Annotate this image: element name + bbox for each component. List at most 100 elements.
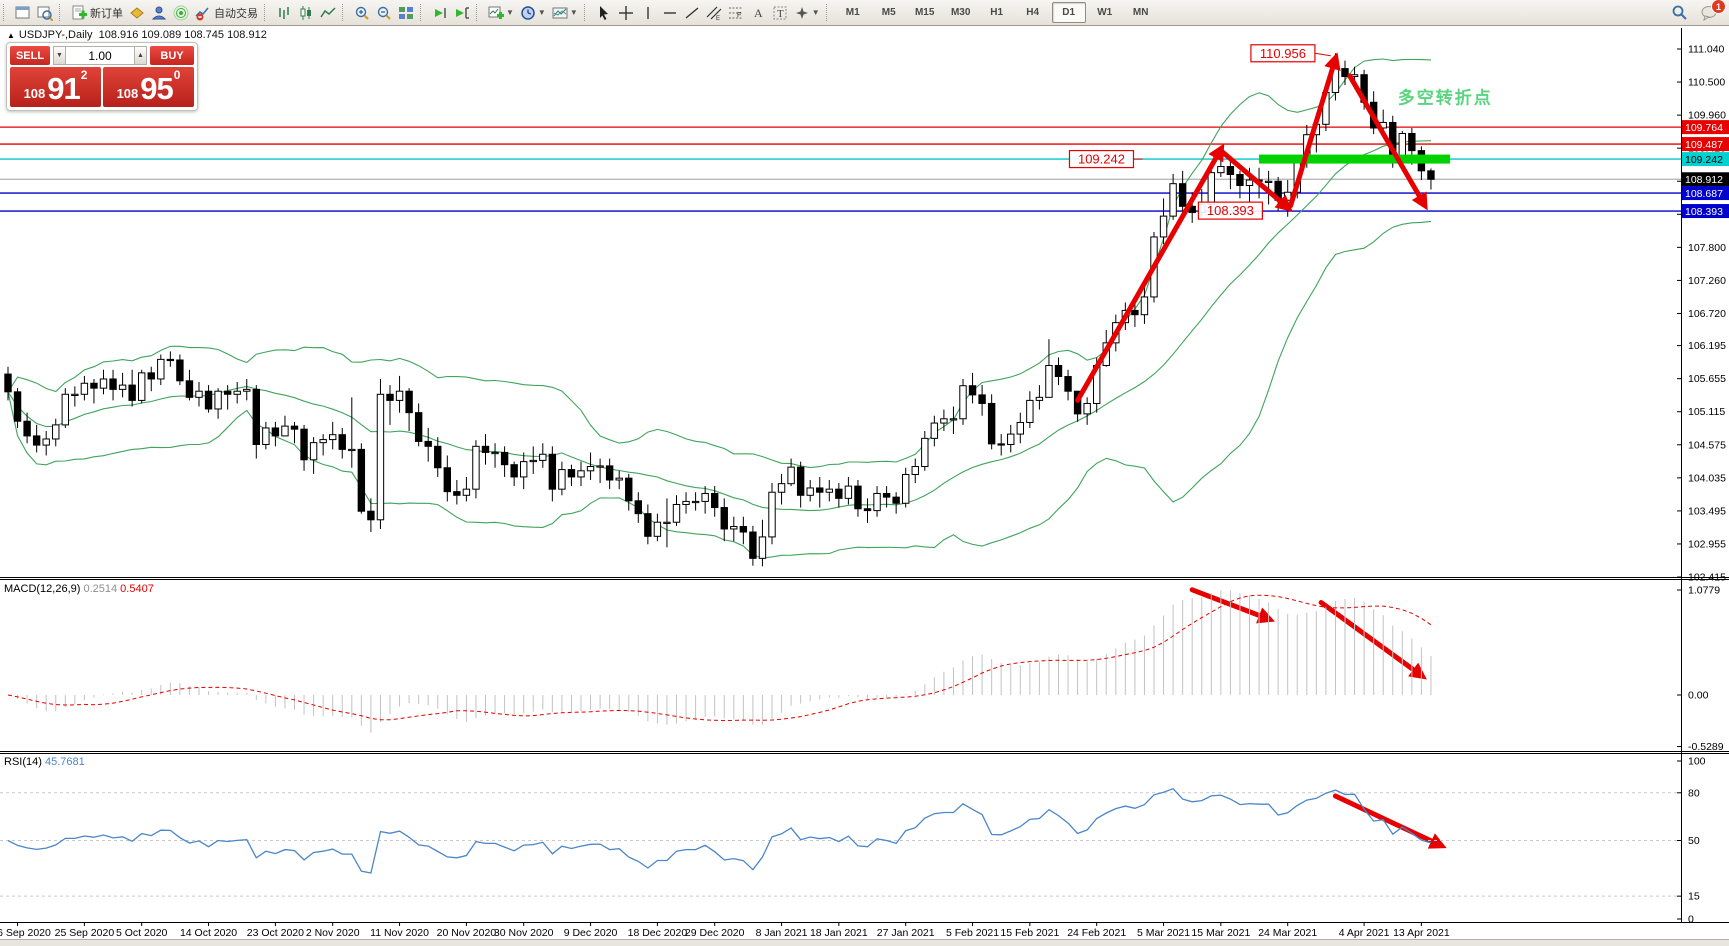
tab-timeframe-MN[interactable]: MN xyxy=(1132,7,1149,18)
chart-ohlc-values: 108.916 109.089 108.745 108.912 xyxy=(98,29,267,41)
tab-timeframe-M15[interactable]: M15 xyxy=(914,7,935,18)
vertical-line-tool-icon[interactable] xyxy=(637,2,659,23)
sell-button[interactable]: SELL xyxy=(10,46,50,65)
tab-timeframe-W1[interactable]: W1 xyxy=(1097,7,1113,18)
toolbar-grip xyxy=(264,4,268,21)
date-tick-label: 15 Feb 2021 xyxy=(1000,927,1059,939)
metaeditor-icon[interactable] xyxy=(126,2,148,23)
text-tool-icon[interactable]: A xyxy=(747,2,769,23)
periods-dropdown[interactable]: ▼ xyxy=(517,2,549,23)
date-tick-label: 15 Mar 2021 xyxy=(1191,927,1250,939)
horizontal-line-tool-icon[interactable] xyxy=(659,2,681,23)
search-icon[interactable] xyxy=(1668,2,1691,23)
ask-price-box[interactable]: 108 95 0 xyxy=(103,67,194,107)
svg-text:102.415: 102.415 xyxy=(1688,572,1726,584)
svg-text:109.242: 109.242 xyxy=(1078,152,1125,167)
toolbar-grip xyxy=(3,4,7,21)
line-chart-icon[interactable] xyxy=(317,2,339,23)
date-tick-label: 5 Oct 2020 xyxy=(116,927,168,939)
one-click-trading-panel: SELL ▼ 1.00 ▲ BUY 108 91 2 108 95 0 xyxy=(6,42,198,111)
chevron-down-icon: ▼ xyxy=(506,8,514,17)
date-tick-label: 11 Nov 2020 xyxy=(370,927,429,939)
svg-text:103.495: 103.495 xyxy=(1688,505,1726,517)
tile-windows-icon[interactable] xyxy=(395,2,417,23)
trendline-tool-icon[interactable] xyxy=(681,2,703,23)
svg-text:80: 80 xyxy=(1688,787,1700,799)
new-chart-dropdown[interactable]: ▼ xyxy=(485,2,517,23)
svg-text:109.960: 109.960 xyxy=(1688,110,1726,122)
chevron-down-icon: ▼ xyxy=(537,8,546,17)
chart-window-icon[interactable] xyxy=(12,2,34,23)
bid-price-box[interactable]: 108 91 2 xyxy=(10,67,101,107)
date-tick-label: 29 Dec 2020 xyxy=(685,927,745,939)
date-tick-label: 30 Nov 2020 xyxy=(494,927,554,939)
shapes-dropdown[interactable]: ▼ xyxy=(791,2,823,23)
tab-timeframe-M1[interactable]: M1 xyxy=(845,7,860,18)
autotrading-button[interactable]: 自动交易 xyxy=(192,2,261,23)
data-window-icon[interactable] xyxy=(34,2,56,23)
status-bar xyxy=(0,939,1729,946)
svg-text:F: F xyxy=(737,12,741,19)
buy-button[interactable]: BUY xyxy=(150,46,194,65)
chart-symbol-label: USDJPY-,Daily xyxy=(18,29,93,41)
candlestick-chart-icon[interactable] xyxy=(295,2,317,23)
toolbar-grip xyxy=(825,4,830,21)
svg-text:109.487: 109.487 xyxy=(1685,139,1723,151)
date-tick-label: 18 Dec 2020 xyxy=(628,927,688,939)
chart-title: ▲ USDJPY-,Daily 108.916 109.089 108.745 1… xyxy=(7,29,267,41)
order-row: SELL ▼ 1.00 ▲ BUY xyxy=(10,46,194,65)
svg-text:107.260: 107.260 xyxy=(1688,275,1726,287)
signals-icon[interactable] xyxy=(170,2,192,23)
tab-timeframe-D1[interactable]: D1 xyxy=(1051,2,1086,23)
svg-text:106.195: 106.195 xyxy=(1688,340,1726,352)
chevron-down-icon: ▼ xyxy=(569,8,578,17)
toolbar: 新订单 自动交易 xyxy=(0,0,1729,26)
templates-dropdown[interactable]: ▼ xyxy=(549,2,581,23)
date-tick-label: 18 Jan 2021 xyxy=(810,927,868,939)
new-order-label: 新订单 xyxy=(90,7,123,20)
zoom-out-icon[interactable] xyxy=(373,2,395,23)
svg-text:107.800: 107.800 xyxy=(1688,242,1726,254)
community-icon[interactable] xyxy=(148,2,170,23)
new-order-button[interactable]: 新订单 xyxy=(68,2,126,23)
text-label-tool-icon[interactable]: T xyxy=(769,2,791,23)
auto-scroll-icon[interactable] xyxy=(429,2,451,23)
svg-text:108.393: 108.393 xyxy=(1685,206,1723,218)
svg-text:T: T xyxy=(777,8,784,20)
cursor-tool-icon[interactable] xyxy=(593,2,615,23)
date-tick-label: 2 Nov 2020 xyxy=(306,927,360,939)
svg-text:102.955: 102.955 xyxy=(1688,538,1726,550)
date-tick-label: 13 Apr 2021 xyxy=(1393,927,1450,939)
channel-tool-icon[interactable]: E xyxy=(703,2,725,23)
toolbar-grip xyxy=(59,4,63,21)
chart-shift-icon[interactable] xyxy=(451,2,473,23)
bid-main: 91 xyxy=(47,71,80,106)
svg-text:104.035: 104.035 xyxy=(1688,472,1726,484)
svg-text:106.720: 106.720 xyxy=(1688,308,1726,320)
bar-chart-icon[interactable] xyxy=(273,2,295,23)
volume-input[interactable]: 1.00 xyxy=(66,46,134,65)
annotation-note: 多空转折点 xyxy=(1398,87,1493,107)
date-tick-label: 5 Mar 2021 xyxy=(1137,927,1190,939)
svg-text:109.764: 109.764 xyxy=(1685,122,1723,134)
toolbar-grip xyxy=(583,4,588,21)
tab-timeframe-M5[interactable]: M5 xyxy=(881,7,896,18)
svg-text:110.956: 110.956 xyxy=(1260,46,1306,61)
tab-timeframe-H4[interactable]: H4 xyxy=(1026,7,1040,18)
volume-increase-button[interactable]: ▲ xyxy=(134,46,147,65)
ask-pip: 0 xyxy=(173,68,181,82)
volume-decrease-button[interactable]: ▼ xyxy=(53,46,66,65)
zoom-in-icon[interactable] xyxy=(351,2,373,23)
tab-timeframe-M30[interactable]: M30 xyxy=(950,7,971,18)
fibonacci-tool-icon[interactable]: F xyxy=(725,2,747,23)
toolbar-grip xyxy=(420,4,424,21)
quote-prices: 108 91 2 108 95 0 xyxy=(10,67,194,107)
svg-text:1.0779: 1.0779 xyxy=(1688,585,1720,597)
crosshair-tool-icon[interactable] xyxy=(615,2,637,23)
tab-timeframe-H1[interactable]: H1 xyxy=(990,7,1004,18)
date-tick-label: 25 Sep 2020 xyxy=(55,927,115,939)
svg-text:111.040: 111.040 xyxy=(1688,44,1725,56)
notifications-icon[interactable]: 1 xyxy=(1697,0,1726,23)
toolbar-right: 1 xyxy=(1668,0,1729,23)
